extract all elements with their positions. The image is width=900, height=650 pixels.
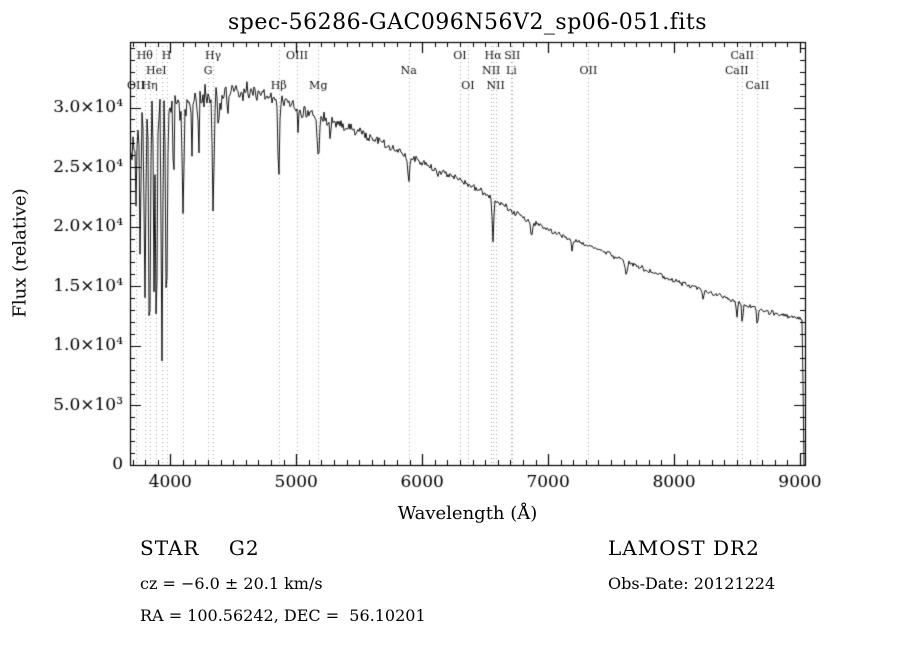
object-class-label: STAR G2	[140, 536, 260, 560]
cz-value: cz = −6.0 ± 20.1 km/s	[140, 574, 323, 593]
y-axis-label: Flux (relative)	[9, 188, 31, 318]
x-axis-label: Wavelength (Å)	[397, 503, 538, 524]
survey-label: LAMOST DR2	[608, 536, 760, 560]
ra-dec-value: RA = 100.56242, DEC = 56.10201	[140, 606, 426, 625]
plot-title: spec-56286-GAC096N56V2_sp06-051.fits	[227, 10, 708, 35]
obs-date: Obs-Date: 20121224	[608, 574, 776, 593]
